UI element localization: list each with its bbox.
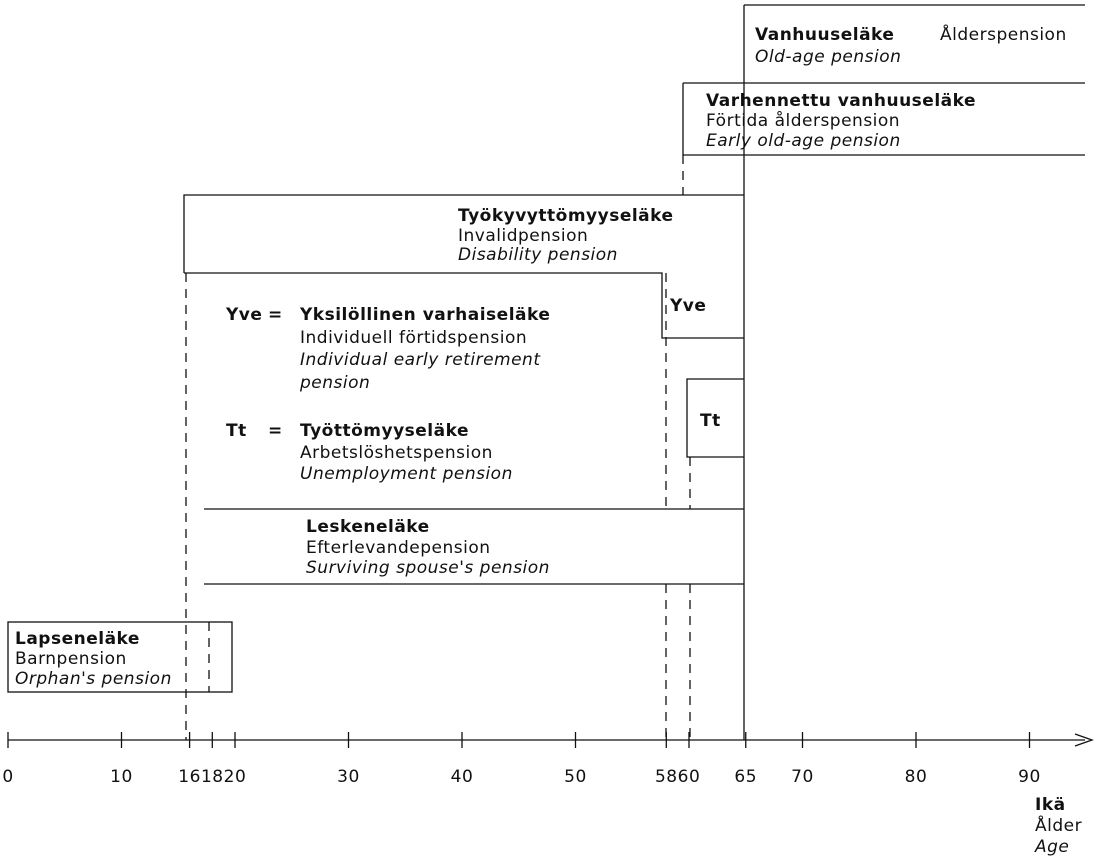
tick-label: 0 xyxy=(2,767,13,787)
axis-title: Ålder xyxy=(1035,814,1082,836)
label: Unemployment pension xyxy=(300,464,513,484)
label: Individuell förtidspension xyxy=(300,328,527,348)
tick-label: 70 xyxy=(791,767,814,787)
label: Efterlevandepension xyxy=(306,538,491,558)
label: Orphan's pension xyxy=(15,669,172,689)
label: = xyxy=(268,421,283,441)
tick-label: 18 xyxy=(201,767,224,787)
label: Varhennettu vanhuuseläke xyxy=(706,91,976,111)
label: Förtida ålderspension xyxy=(706,110,900,131)
label: Disability pension xyxy=(458,245,618,265)
label: Early old-age pension xyxy=(706,131,901,151)
label: Invalidpension xyxy=(458,226,588,246)
label: Tt xyxy=(226,421,247,441)
label: Yve xyxy=(225,305,262,325)
label: Individual early retirement xyxy=(300,350,541,370)
tick-label: 40 xyxy=(451,767,474,787)
label: Old-age pension xyxy=(755,47,901,67)
label: pension xyxy=(299,373,370,393)
tt-box xyxy=(686,378,744,458)
label: Työkyvyttömyyseläke xyxy=(458,206,674,226)
label: Lapseneläke xyxy=(15,629,140,649)
outlines xyxy=(7,4,1094,747)
tick-label: 65 xyxy=(734,767,757,787)
label: Yksilöllinen varhaiseläke xyxy=(299,305,550,325)
label: Ålderspension xyxy=(940,23,1067,45)
label: = xyxy=(268,305,283,325)
axis-title: Ikä xyxy=(1035,795,1066,815)
axis-arrow xyxy=(1074,733,1094,747)
tick-label: 50 xyxy=(564,767,587,787)
tick-label: 80 xyxy=(905,767,928,787)
survivor-box xyxy=(204,508,744,585)
label: Leskeneläke xyxy=(306,517,430,537)
tick-label: 20 xyxy=(224,767,247,787)
label: Yve xyxy=(669,296,706,316)
tick-label: 90 xyxy=(1018,767,1041,787)
tick-label: 58 xyxy=(655,767,678,787)
tick-label: 30 xyxy=(337,767,360,787)
disability-box xyxy=(183,194,744,339)
tick-label: 60 xyxy=(678,767,701,787)
tick-label: 10 xyxy=(110,767,133,787)
label: Työttömyyseläke xyxy=(300,421,469,441)
label: Vanhuuseläke xyxy=(755,25,894,45)
label: Tt xyxy=(700,411,721,431)
label: Barnpension xyxy=(15,649,127,669)
old-age-boxes xyxy=(682,4,1085,740)
label: Surviving spouse's pension xyxy=(306,558,550,578)
axis-title: Age xyxy=(1034,837,1069,857)
tick-label: 16 xyxy=(178,767,201,787)
label: Arbetslöshetspension xyxy=(300,443,493,463)
orphan-box xyxy=(7,621,233,693)
